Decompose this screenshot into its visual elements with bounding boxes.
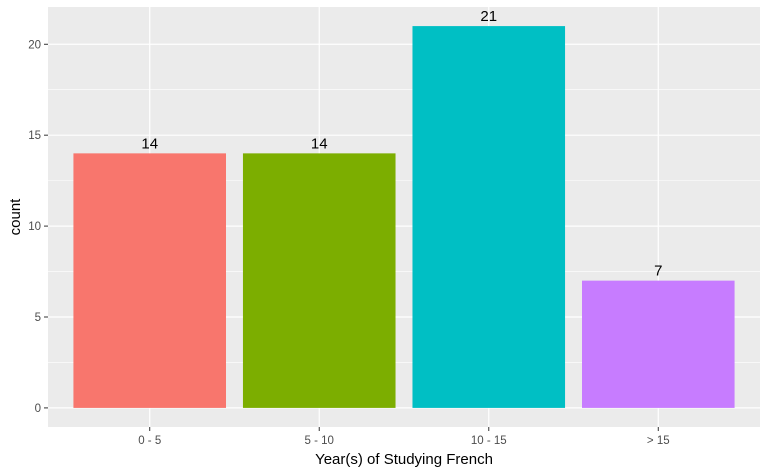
- x-tick-label: > 15: [647, 435, 670, 447]
- y-axis: 0 5 10 15 20: [28, 39, 48, 415]
- bar: [412, 26, 566, 408]
- x-tick-label: 5 - 10: [305, 435, 334, 447]
- y-tick-label: 15: [28, 130, 41, 142]
- y-tick-label: 10: [28, 221, 41, 233]
- y-tick-label: 0: [35, 403, 41, 415]
- x-axis: 0 - 5 5 - 10 10 - 15 > 15: [138, 427, 670, 447]
- x-tick-label: 10 - 15: [471, 435, 507, 447]
- y-axis-title: count: [7, 198, 24, 236]
- x-tick-label: 0 - 5: [138, 435, 161, 447]
- bar: [242, 153, 396, 408]
- bar: [73, 153, 226, 408]
- data-labels: 14 14 21 7: [141, 8, 662, 280]
- data-label: 14: [311, 135, 328, 152]
- bar: [582, 280, 735, 408]
- bar-series: [73, 26, 735, 408]
- y-tick-label: 5: [35, 312, 41, 324]
- y-tick-label: 20: [28, 39, 41, 51]
- x-axis-title: Year(s) of Studying French: [315, 451, 493, 468]
- data-label: 7: [654, 263, 662, 280]
- data-label: 14: [141, 135, 158, 152]
- data-label: 21: [480, 8, 497, 25]
